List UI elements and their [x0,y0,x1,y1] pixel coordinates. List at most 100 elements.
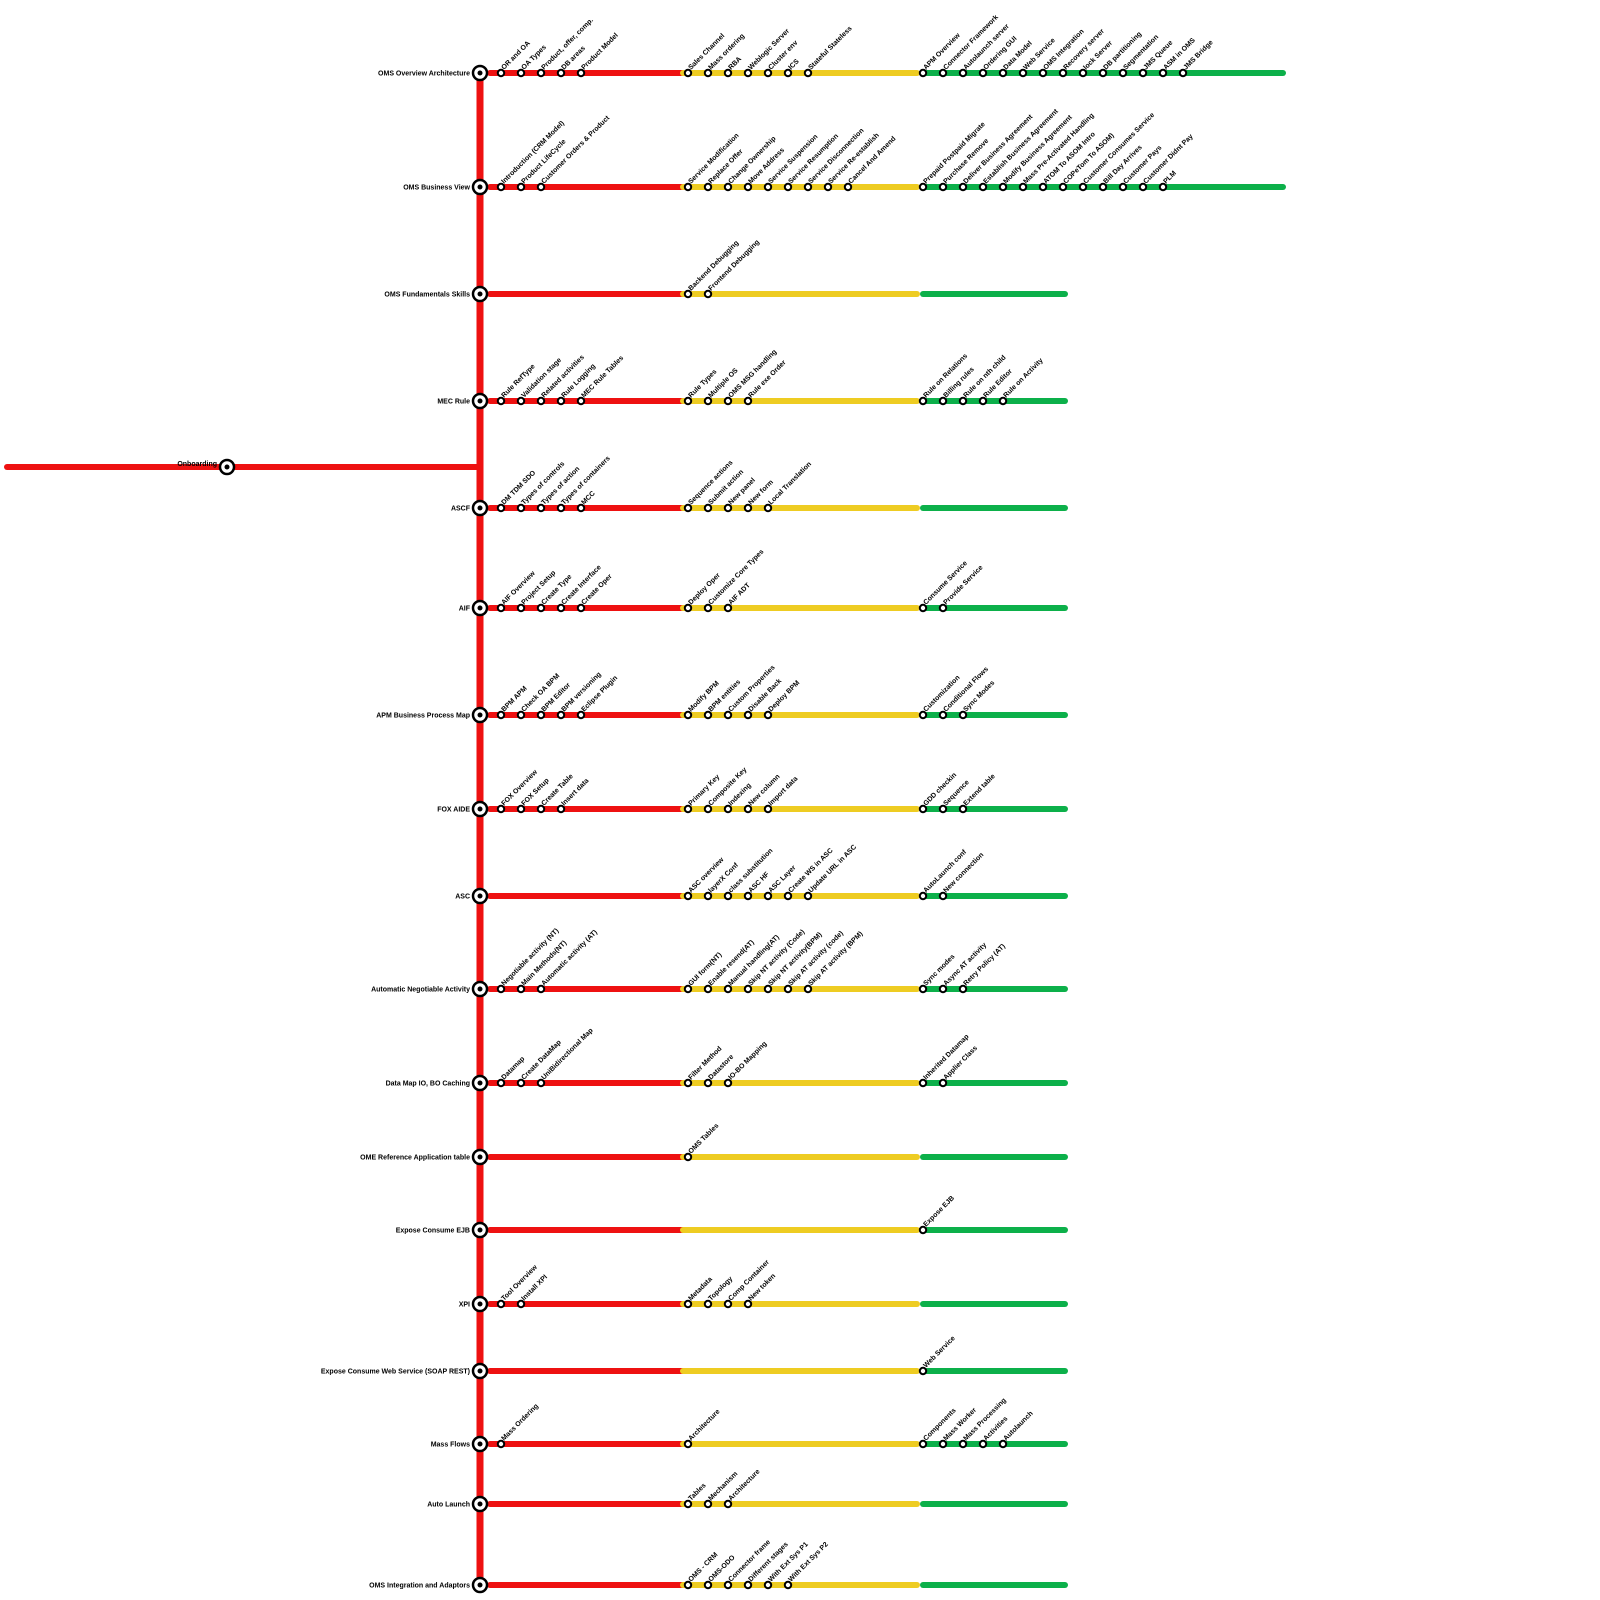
track-hub-station-dot [477,1227,483,1233]
green-stop [998,182,1008,192]
yellow-stop [703,603,713,613]
topic-label: FOX Overview [500,769,539,808]
green-stop [1038,182,1048,192]
yellow-stop [743,182,753,192]
track-label: OME Reference Application table [360,1155,470,1162]
yellow-stop [743,804,753,814]
green-stop [1138,182,1148,192]
red-stop [516,603,526,613]
yellow-stop [783,1580,793,1590]
green-stop [938,804,948,814]
red-stop [496,1078,506,1088]
red-stop [576,710,586,720]
track-label: Expose Consume Web Service (SOAP REST) [321,1369,470,1376]
green-stop [1078,68,1088,78]
topic-label: Sales Channel [687,33,726,72]
yellow-stop [803,68,813,78]
yellow-stop [783,984,793,994]
topic-label: Filter Method [687,1045,723,1081]
red-stop [576,603,586,613]
track-label: ASC [455,894,470,901]
green-stop [1158,68,1168,78]
yellow-stop [743,891,753,901]
yellow-stop [723,182,733,192]
yellow-stop [803,891,813,901]
topic-label: Eclipse Plugin [580,675,619,714]
topic-label: Tables [687,1482,707,1502]
yellow-stop [743,1580,753,1590]
topic-label: Stateful Stateless [807,25,853,71]
yellow-stop [763,891,773,901]
red-stop [556,710,566,720]
yellow-stop [723,1299,733,1309]
green-stop [958,804,968,814]
red-stop [536,710,546,720]
green-stop [938,603,948,613]
red-stop [556,603,566,613]
topic-label: Expose EJB [922,1195,956,1229]
yellow-stop [763,1580,773,1590]
yellow-stop [743,68,753,78]
red-stop [496,603,506,613]
track-label: OMS Overview Architecture [378,71,470,78]
red-stop [516,710,526,720]
green-stop [938,710,948,720]
green-stop [938,396,948,406]
yellow-stop [703,1499,713,1509]
topic-label: Extend table [962,773,996,807]
green-stop [918,182,928,192]
green-stop [958,710,968,720]
red-stop [516,1078,526,1088]
red-stop [536,984,546,994]
track-lines [4,70,1286,1588]
yellow-stop [803,984,813,994]
track-hub-station-dot [477,398,483,404]
yellow-stop [703,68,713,78]
yellow-stop [703,804,713,814]
red-stop [536,182,546,192]
track-label: Expose Consume EJB [396,1228,470,1235]
yellow-stop [703,503,713,513]
yellow-stop [723,396,733,406]
green-stop [1158,182,1168,192]
red-stop [496,1439,506,1449]
topic-label: GDD checkin [922,772,958,808]
yellow-stop [703,396,713,406]
yellow-stop [683,1499,693,1509]
track-hub-station-dot [477,1301,483,1307]
yellow-stop [723,68,733,78]
yellow-stop [703,289,713,299]
track-label: OMS Integration and Adaptors [369,1583,470,1590]
yellow-stop [743,984,753,994]
green-stop [918,1439,928,1449]
yellow-stop [723,1580,733,1590]
green-stop [978,68,988,78]
topic-label: Mass ordering [707,33,746,72]
track-hub-station-dot [477,605,483,611]
yellow-stop [723,804,733,814]
green-stop [918,68,928,78]
green-stop [1038,68,1048,78]
yellow-stop [683,396,693,406]
red-stop [496,1299,506,1309]
topic-label: DM TDM SDO [500,469,537,506]
track-label: OMS Business View [403,185,470,192]
green-stop [938,891,948,901]
track-label: FOX AIDE [437,807,470,814]
track-label: ASCF [451,506,471,513]
yellow-stop [683,68,693,78]
topic-label: ICS [787,58,800,71]
trunk-line [470,73,484,1585]
green-stop [978,396,988,406]
yellow-stop [723,984,733,994]
yellow-stop [763,984,773,994]
green-stop [1058,68,1068,78]
yellow-stop [783,891,793,901]
yellow-stop [703,1299,713,1309]
red-stop [496,396,506,406]
yellow-stop [843,182,853,192]
red-stop [556,804,566,814]
red-stop [496,503,506,513]
yellow-stop [723,603,733,613]
